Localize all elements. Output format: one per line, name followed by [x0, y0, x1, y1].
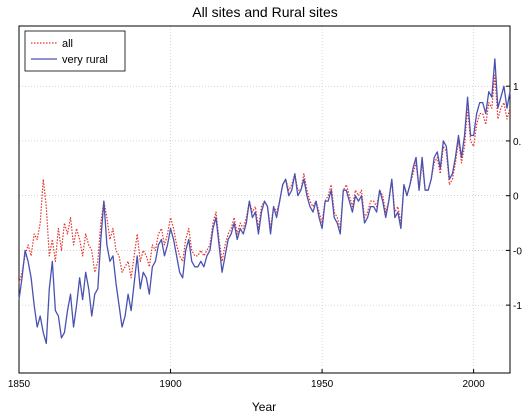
y-tick-label: -0 — [513, 246, 522, 257]
series-lines — [18, 58, 511, 345]
legend-label: all — [62, 38, 73, 50]
y-axis: -1 -0 0 0. 1 — [506, 82, 522, 312]
grid-lines — [18, 26, 510, 373]
y-tick-label: 0 — [513, 192, 519, 203]
legend-label: very rural — [62, 54, 108, 66]
chart-title: All sites and Rural sites — [192, 4, 338, 20]
x-tick-label: 2000 — [463, 379, 486, 390]
x-tick-label: 1850 — [8, 379, 31, 390]
series-line-very-rural — [18, 58, 511, 345]
x-axis-label: Year — [252, 400, 276, 414]
y-tick-label: 0. — [513, 137, 521, 148]
series-line-all — [18, 74, 511, 284]
plot-frame — [18, 25, 511, 374]
y-tick-label: 1 — [513, 82, 519, 93]
legend-box — [24, 30, 126, 72]
y-tick-label: -1 — [513, 301, 522, 312]
x-axis: 1850 1900 1950 2000 — [8, 369, 485, 390]
x-tick-label: 1950 — [311, 379, 334, 390]
x-tick-label: 1900 — [159, 379, 182, 390]
legend: all very rural — [24, 30, 126, 72]
